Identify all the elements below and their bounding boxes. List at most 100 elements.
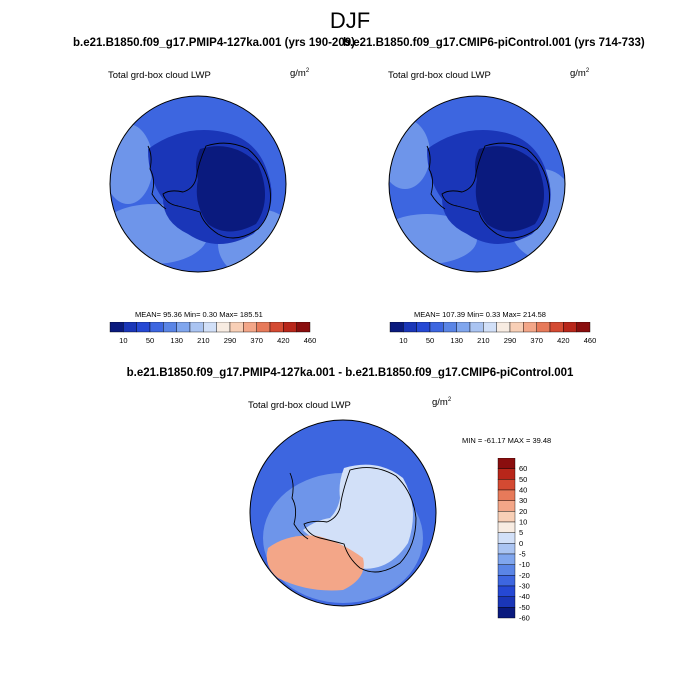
colorbar-box xyxy=(283,322,297,333)
colorbar-tick-label: 10 xyxy=(399,336,407,345)
panel-2-colorbar: 10 50 130 210 290 370 420 460 xyxy=(389,322,597,345)
colorbar-box xyxy=(189,322,204,333)
map-interior xyxy=(195,146,266,232)
colorbar-tick-label: 5 xyxy=(519,528,523,537)
colorbar-box xyxy=(403,322,417,333)
colorbar-box xyxy=(469,322,484,333)
colorbar-box xyxy=(497,564,516,576)
colorbar-tick-label: 50 xyxy=(146,336,154,345)
colorbar-box xyxy=(269,322,284,333)
colorbar-tick-label: -50 xyxy=(519,603,530,612)
colorbar-box xyxy=(429,322,444,333)
colorbar-tick-label: 420 xyxy=(277,336,290,345)
diff-panel-title: b.e21.B1850.f09_g17.PMIP4-127ka.001 - b.… xyxy=(126,367,574,379)
colorbar-box xyxy=(497,596,516,608)
panel-1-stats: MEAN= 95.36 Min= 0.30 Max= 185.51 xyxy=(135,310,263,319)
south-america-coastline xyxy=(147,145,167,210)
colorbar-box xyxy=(497,479,516,491)
colorbar-tick-label: 130 xyxy=(450,336,463,345)
colorbar-tick-label: -10 xyxy=(519,560,530,569)
colorbar-box xyxy=(243,322,257,333)
colorbar-box xyxy=(576,322,591,333)
colorbar-tick-label: 40 xyxy=(519,486,527,495)
colorbar-tick-label: -20 xyxy=(519,571,530,580)
colorbar-tick-label: 20 xyxy=(519,507,527,516)
colorbar-tick-label: 420 xyxy=(557,336,570,345)
panel-1-map xyxy=(109,95,287,273)
colorbar-tick-label: 460 xyxy=(304,336,317,345)
south-america-coastline xyxy=(289,472,309,540)
colorbar-tick-label: 290 xyxy=(504,336,517,345)
panel-2-stats: MEAN= 107.39 Min= 0.33 Max= 214.58 xyxy=(414,310,546,319)
colorbar-box xyxy=(509,322,524,333)
colorbar-tick-label: 50 xyxy=(426,336,434,345)
colorbar-box xyxy=(563,322,577,333)
colorbar-box xyxy=(216,322,231,333)
colorbar-box xyxy=(536,322,551,333)
colorbar-tick-label: 0 xyxy=(519,539,523,548)
colorbar-box xyxy=(497,511,516,523)
colorbar-box xyxy=(109,322,124,333)
colorbar-box xyxy=(296,322,311,333)
colorbar-tick-label: 210 xyxy=(477,336,490,345)
colorbar-tick-label: 290 xyxy=(224,336,237,345)
diff-panel-units: g/m2 xyxy=(432,397,452,409)
colorbar-box xyxy=(483,322,497,333)
colorbar-tick-label: 460 xyxy=(584,336,597,345)
colorbar-box xyxy=(176,322,191,333)
south-america-coastline xyxy=(426,145,446,210)
colorbar-box xyxy=(136,322,151,333)
colorbar-box xyxy=(497,532,516,544)
colorbar-box xyxy=(416,322,431,333)
colorbar-box xyxy=(496,322,511,333)
map-interior xyxy=(474,146,545,232)
figure-title: DJF xyxy=(329,8,371,33)
panel-1-variable: Total grd-box cloud LWP xyxy=(108,70,211,81)
colorbar-box xyxy=(497,607,516,619)
colorbar-tick-label: 10 xyxy=(519,518,527,527)
colorbar-box xyxy=(123,322,137,333)
colorbar-box xyxy=(523,322,537,333)
colorbar-box xyxy=(163,322,177,333)
antarctica-coastline xyxy=(303,467,417,573)
map-warm-region xyxy=(266,535,364,591)
colorbar-box xyxy=(443,322,457,333)
colorbar-box xyxy=(256,322,271,333)
panel-2-units: g/m2 xyxy=(570,68,590,80)
colorbar-box xyxy=(497,489,516,501)
colorbar-box xyxy=(497,585,516,597)
colorbar-tick-label: 10 xyxy=(119,336,127,345)
map-boundary xyxy=(249,419,437,607)
colorbar-box xyxy=(203,322,217,333)
colorbar-tick-label: 60 xyxy=(519,464,527,473)
colorbar-tick-label: 130 xyxy=(170,336,183,345)
colorbar-box xyxy=(497,521,516,533)
colorbar-box xyxy=(497,543,516,555)
colorbar-tick-label: -5 xyxy=(519,550,526,559)
colorbar-tick-label: 50 xyxy=(519,475,527,484)
diff-panel-stats: MIN = -61.17 MAX = 39.48 xyxy=(462,436,552,445)
colorbar-box xyxy=(456,322,471,333)
colorbar-box xyxy=(497,468,516,480)
map-boundary xyxy=(388,95,566,273)
panel-2-map xyxy=(388,95,566,273)
colorbar-tick-label: -30 xyxy=(519,582,530,591)
colorbar-tick-label: 210 xyxy=(197,336,210,345)
colorbar-box xyxy=(549,322,564,333)
colorbar-tick-label: 370 xyxy=(530,336,543,345)
colorbar-tick-label: 370 xyxy=(250,336,263,345)
colorbar-box xyxy=(389,322,404,333)
map-boundary xyxy=(109,95,287,273)
panel-2-variable: Total grd-box cloud LWP xyxy=(388,70,491,81)
panel-2-title: b.e21.B1850.f09_g17.CMIP6-piControl.001 … xyxy=(343,37,645,49)
colorbar-box xyxy=(497,500,516,512)
colorbar-box xyxy=(497,458,516,469)
diff-panel-variable: Total grd-box cloud LWP xyxy=(248,400,351,411)
diff-panel-map xyxy=(249,419,437,607)
panel-1-units: g/m2 xyxy=(290,68,310,80)
panel-1-title: b.e21.B1850.f09_g17.PMIP4-127ka.001 (yrs… xyxy=(73,37,355,49)
colorbar-box xyxy=(229,322,244,333)
colorbar-box xyxy=(149,322,164,333)
colorbar-tick-label: -40 xyxy=(519,592,530,601)
